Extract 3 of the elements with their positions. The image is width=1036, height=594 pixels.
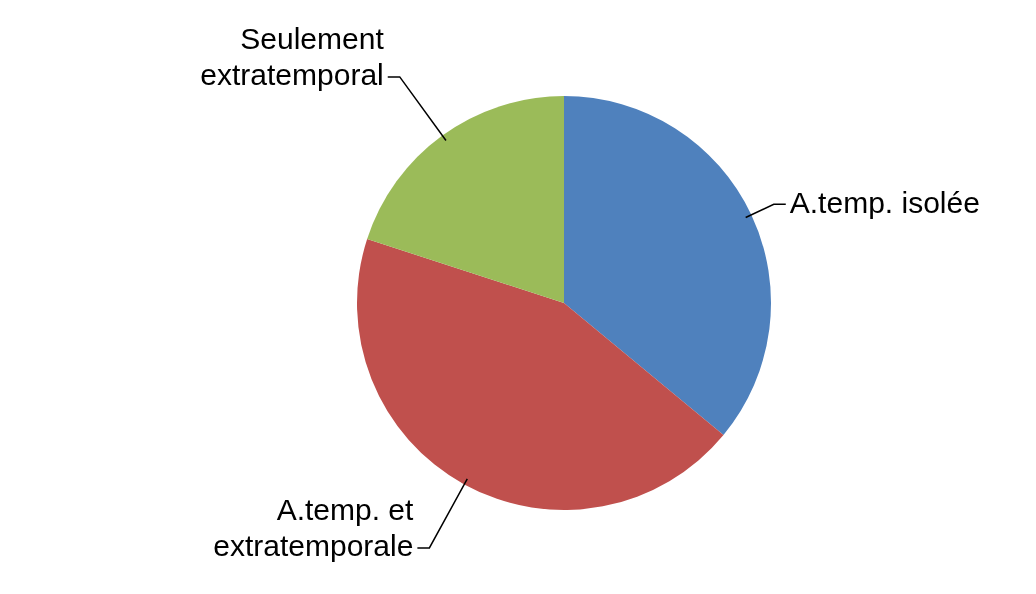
slice-label: A.temp. isolée — [789, 185, 980, 219]
slice-label: A.temp. et extratemporale — [213, 493, 415, 563]
slice-label: Seulement extratemporal — [200, 22, 385, 92]
